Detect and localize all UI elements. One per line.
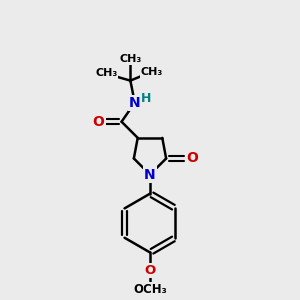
Text: CH₃: CH₃: [119, 54, 142, 64]
Text: CH₃: CH₃: [95, 68, 117, 78]
Text: O: O: [186, 152, 198, 165]
Text: O: O: [93, 115, 105, 129]
Text: N: N: [129, 96, 141, 110]
Text: CH₃: CH₃: [140, 67, 163, 77]
Text: OCH₃: OCH₃: [133, 283, 167, 296]
Text: O: O: [144, 264, 156, 277]
Text: N: N: [144, 168, 156, 182]
Text: H: H: [141, 92, 152, 105]
